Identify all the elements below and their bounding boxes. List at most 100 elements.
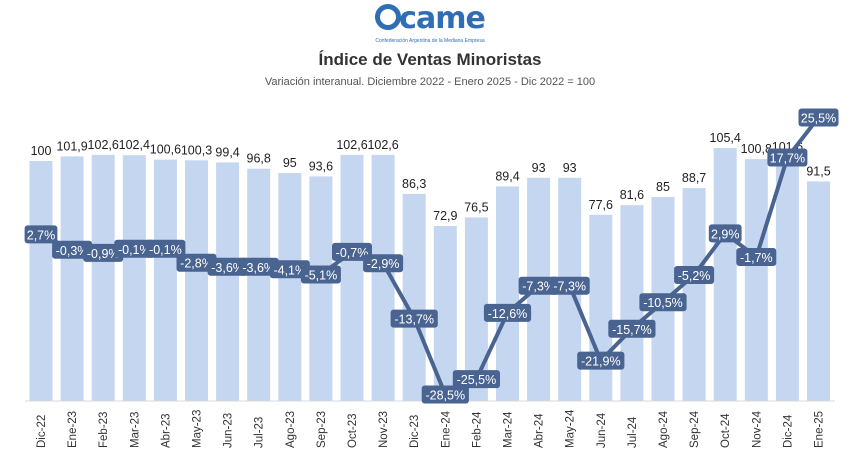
- x-tick-label: Abr-23: [160, 413, 172, 448]
- bar-value-label: 76,5: [464, 200, 488, 214]
- line-value-label: 25,5%: [801, 112, 836, 126]
- line-value-label: -13,7%: [394, 313, 434, 327]
- line-value-label: -28,5%: [425, 389, 465, 403]
- bar-value-label: 95: [283, 156, 297, 170]
- line-label-box: [176, 253, 217, 272]
- bar: [371, 154, 395, 401]
- line-label-box: [83, 243, 124, 262]
- x-tick-label: Abr-24: [534, 413, 546, 448]
- bar: [91, 154, 115, 401]
- bar: [744, 159, 768, 401]
- line-value-label: -2,8%: [180, 257, 213, 271]
- bar-value-label: 72,9: [433, 209, 457, 223]
- line-value-label: -5,2%: [678, 269, 711, 283]
- bar: [682, 188, 706, 401]
- line-value-label: -21,9%: [581, 355, 621, 369]
- line-value-label: -0,1%: [118, 243, 151, 257]
- bar-value-label: 102,6: [367, 138, 398, 152]
- line-value-label: -25,5%: [457, 373, 497, 387]
- bar: [185, 160, 208, 401]
- line-label-box: [708, 224, 742, 243]
- line-label-box: [207, 257, 248, 276]
- bar: [153, 159, 177, 401]
- line-label-box: [390, 309, 438, 328]
- bar: [29, 161, 53, 401]
- line-label-box: [332, 242, 372, 261]
- line-label-box: [483, 303, 532, 322]
- line-label-box: [674, 266, 715, 284]
- line-value-label: -2,9%: [367, 257, 400, 271]
- x-tick-label: Feb-23: [98, 412, 110, 448]
- line-label-box: [145, 239, 186, 258]
- line-label-box: [736, 248, 777, 266]
- x-tick-label: Sep-23: [316, 411, 328, 448]
- bar: [589, 214, 613, 401]
- line-label-box: [363, 254, 404, 273]
- x-tick-label: Feb-24: [471, 411, 483, 448]
- line-value-label: -10,5%: [643, 296, 683, 310]
- x-tick-label: Jun-24: [596, 412, 608, 448]
- line-value-label: -7,3%: [522, 280, 555, 294]
- bar-value-label: 105,4: [710, 131, 741, 145]
- came-logo: CAME: [0, 1, 860, 36]
- x-tick-label: May-24: [565, 409, 577, 448]
- bar: [340, 154, 364, 401]
- line-value-label: -5,1%: [305, 269, 338, 283]
- line-label-box: [608, 319, 656, 338]
- x-tick-label: May-23: [192, 410, 204, 448]
- line-value-label: -0,1%: [149, 243, 182, 257]
- bar: [620, 205, 644, 401]
- line-value-label: -1,7%: [740, 251, 773, 265]
- x-tick-label: Sep-24: [689, 410, 701, 448]
- bar: [247, 168, 271, 401]
- line-label-box: [577, 351, 625, 370]
- bar: [464, 217, 488, 401]
- x-tick-label: Dic-22: [36, 415, 48, 448]
- bar-value-label: 99,4: [215, 145, 239, 159]
- bar-value-label: 101,9: [56, 139, 87, 153]
- came-logo-text: CAME: [399, 1, 486, 36]
- x-tick-label: Jul-24: [627, 416, 639, 448]
- line-value-label: -15,7%: [612, 323, 652, 337]
- x-tick-label: Dic-23: [409, 415, 421, 448]
- x-tick-label: Nov-23: [378, 411, 390, 448]
- line-value-label: -4,1%: [273, 263, 306, 277]
- bar: [775, 157, 799, 401]
- x-tick-label: Oct-24: [720, 413, 732, 448]
- bar-value-label: 91,5: [806, 164, 830, 178]
- x-tick-label: Ene-23: [67, 411, 79, 448]
- bar: [309, 176, 333, 401]
- bar-value-label: 93: [532, 161, 546, 175]
- bar-value-label: 77,6: [589, 198, 613, 212]
- line-label-box: [24, 225, 58, 244]
- chart-subtitle: Variación interanual. Diciembre 2022 - E…: [264, 76, 596, 88]
- bar-value-label: 100,6: [150, 143, 181, 157]
- x-tick-label: Ene-24: [440, 410, 452, 448]
- line-value-label: -7,3%: [553, 280, 586, 294]
- came-logo-subtitle: Confederación Argentina de la Mediana Em…: [375, 38, 485, 44]
- line-value-label: 2,9%: [711, 227, 740, 241]
- bar: [122, 155, 146, 401]
- line-value-label: -0,9%: [87, 247, 120, 261]
- bar-value-label: 88,7: [682, 171, 706, 185]
- bar-value-label: 100: [31, 144, 52, 158]
- chart-title: Índice de Ventas Minoristas: [318, 50, 542, 69]
- bar-value-label: 86,3: [402, 177, 426, 191]
- bar-value-label: 100,8: [741, 142, 772, 156]
- bar: [433, 226, 457, 401]
- line-value-label: -12,6%: [488, 307, 528, 321]
- line-value-label: -3,6%: [211, 261, 244, 275]
- x-tick-label: Jul-23: [254, 417, 266, 448]
- line-label-box: [52, 240, 93, 259]
- x-tick-label: Jun-23: [223, 413, 235, 448]
- line-label-box: [300, 265, 341, 284]
- bar-value-label: 89,4: [495, 169, 519, 183]
- line-value-label: -0,3%: [56, 244, 89, 258]
- bar: [402, 193, 426, 401]
- bar: [713, 148, 737, 401]
- line-label-box: [518, 276, 559, 295]
- line-label-box: [549, 276, 590, 295]
- bar-series: [29, 148, 830, 401]
- came-logo-mark: CAME: [375, 1, 486, 36]
